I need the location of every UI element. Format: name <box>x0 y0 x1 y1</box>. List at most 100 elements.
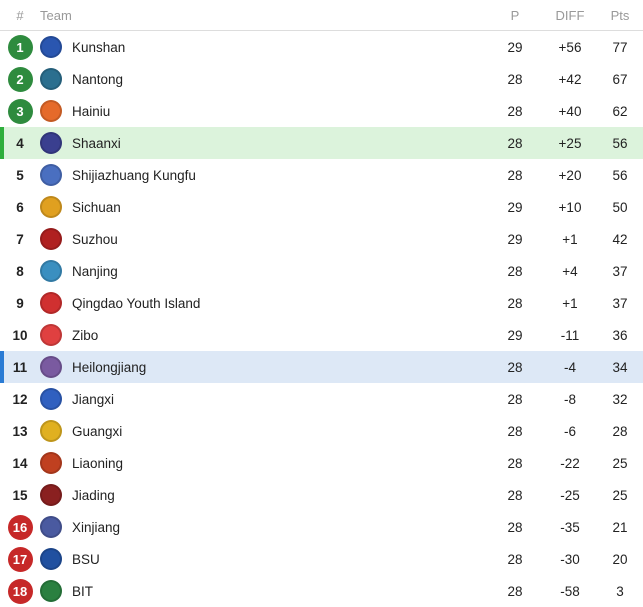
header-played[interactable]: P <box>510 7 520 23</box>
header-team[interactable]: Team <box>40 7 72 23</box>
goal-diff: +42 <box>558 71 582 87</box>
rank-cell: 16 <box>0 514 40 540</box>
team-logo-cell <box>40 196 72 218</box>
points: 25 <box>612 487 628 503</box>
points: 28 <box>612 423 628 439</box>
team-logo-cell <box>40 228 72 250</box>
goal-diff: +4 <box>562 263 578 279</box>
team-logo-cell <box>40 36 72 58</box>
table-row[interactable]: 5 Shijiazhuang Kungfu 28 +20 56 <box>0 159 643 191</box>
goal-diff: -58 <box>560 583 580 599</box>
played: 28 <box>507 423 523 439</box>
goal-diff: -8 <box>563 391 576 407</box>
rank-cell: 2 <box>0 66 40 92</box>
team-name[interactable]: Shaanxi <box>72 135 121 151</box>
team-name[interactable]: BSU <box>72 551 100 567</box>
rank-badge: 17 <box>7 546 33 572</box>
points: 25 <box>612 455 628 471</box>
team-logo-cell <box>40 260 72 282</box>
table-row[interactable]: 12 Jiangxi 28 -8 32 <box>0 383 643 415</box>
played: 29 <box>507 199 523 215</box>
rank-cell: 10 <box>0 328 40 343</box>
rank-cell: 11 <box>0 360 40 375</box>
rank-badge: 18 <box>7 578 33 604</box>
rank-cell: 18 <box>0 578 40 604</box>
rank-number: 4 <box>16 135 24 151</box>
team-name[interactable]: Qingdao Youth Island <box>72 295 201 311</box>
goal-diff: +1 <box>562 295 578 311</box>
table-row[interactable]: 13 Guangxi 28 -6 28 <box>0 415 643 447</box>
table-row[interactable]: 9 Qingdao Youth Island 28 +1 37 <box>0 287 643 319</box>
goal-diff: -6 <box>563 423 576 439</box>
team-name[interactable]: Jiangxi <box>72 391 115 407</box>
team-name[interactable]: Zibo <box>72 327 99 343</box>
team-crest-icon <box>40 388 62 410</box>
team-logo-cell <box>40 68 72 90</box>
header-diff[interactable]: DIFF <box>555 7 585 23</box>
table-row[interactable]: 3 Hainiu 28 +40 62 <box>0 95 643 127</box>
team-logo-cell <box>40 100 72 122</box>
header-points[interactable]: Pts <box>610 7 630 23</box>
table-row[interactable]: 4 Shaanxi 28 +25 56 <box>0 127 643 159</box>
team-logo-cell <box>40 516 72 538</box>
table-row[interactable]: 7 Suzhou 29 +1 42 <box>0 223 643 255</box>
team-name[interactable]: Xinjiang <box>72 519 121 535</box>
points: 56 <box>612 167 628 183</box>
rank-cell: 6 <box>0 200 40 215</box>
team-name[interactable]: BIT <box>72 583 94 599</box>
played: 28 <box>507 359 523 375</box>
table-row[interactable]: 18 BIT 28 -58 3 <box>0 575 643 607</box>
rank-number: 13 <box>12 423 28 439</box>
team-name[interactable]: Heilongjiang <box>72 359 147 375</box>
team-name[interactable]: Guangxi <box>72 423 123 439</box>
team-logo-cell <box>40 324 72 346</box>
team-name[interactable]: Kunshan <box>72 39 126 55</box>
played: 28 <box>507 103 523 119</box>
points: 62 <box>612 103 628 119</box>
goal-diff: -4 <box>563 359 576 375</box>
team-name[interactable]: Liaoning <box>72 455 124 471</box>
rank-badge: 3 <box>7 98 33 124</box>
played: 28 <box>507 295 523 311</box>
team-name[interactable]: Jiading <box>72 487 115 503</box>
points: 37 <box>612 295 628 311</box>
table-row[interactable]: 2 Nantong 28 +42 67 <box>0 63 643 95</box>
team-crest-icon <box>40 452 62 474</box>
table-header: # Team P DIFF Pts <box>0 0 643 31</box>
points: 21 <box>612 519 628 535</box>
team-logo-cell <box>40 580 72 602</box>
team-name[interactable]: Sichuan <box>72 199 121 215</box>
goal-diff: +40 <box>558 103 582 119</box>
team-name[interactable]: Hainiu <box>72 103 111 119</box>
played: 29 <box>507 231 523 247</box>
played: 28 <box>507 71 523 87</box>
table-row[interactable]: 11 Heilongjiang 28 -4 34 <box>0 351 643 383</box>
points: 50 <box>612 199 628 215</box>
rank-badge: 16 <box>7 514 33 540</box>
team-crest-icon <box>40 420 62 442</box>
played: 28 <box>507 135 523 151</box>
goal-diff: +10 <box>558 199 582 215</box>
table-row[interactable]: 6 Sichuan 29 +10 50 <box>0 191 643 223</box>
team-name[interactable]: Shijiazhuang Kungfu <box>72 167 196 183</box>
table-row[interactable]: 1 Kunshan 29 +56 77 <box>0 31 643 63</box>
table-row[interactable]: 17 BSU 28 -30 20 <box>0 543 643 575</box>
rank-cell: 14 <box>0 456 40 471</box>
team-crest-icon <box>40 484 62 506</box>
rank-number: 12 <box>12 391 28 407</box>
team-logo-cell <box>40 548 72 570</box>
team-name[interactable]: Nanjing <box>72 263 118 279</box>
team-name[interactable]: Nantong <box>72 71 124 87</box>
team-crest-icon <box>40 100 62 122</box>
table-row[interactable]: 15 Jiading 28 -25 25 <box>0 479 643 511</box>
goal-diff: -30 <box>560 551 580 567</box>
table-row[interactable]: 14 Liaoning 28 -22 25 <box>0 447 643 479</box>
points: 32 <box>612 391 628 407</box>
table-row[interactable]: 8 Nanjing 28 +4 37 <box>0 255 643 287</box>
team-crest-icon <box>40 36 62 58</box>
team-name[interactable]: Suzhou <box>72 231 118 247</box>
table-row[interactable]: 16 Xinjiang 28 -35 21 <box>0 511 643 543</box>
points: 37 <box>612 263 628 279</box>
table-row[interactable]: 10 Zibo 29 -11 36 <box>0 319 643 351</box>
